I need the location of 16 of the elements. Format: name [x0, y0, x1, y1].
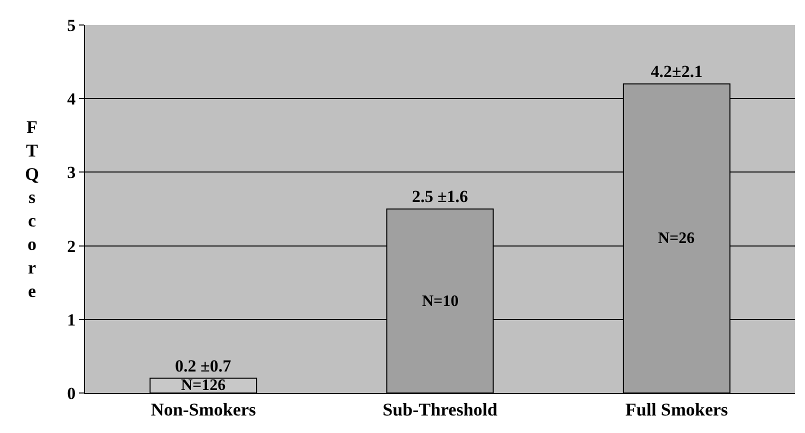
data-label: 4.2±2.1	[650, 62, 703, 81]
y-axis-title: FTQ score	[25, 117, 40, 301]
y-tick-label: 4	[67, 90, 76, 109]
y-tick-label: 2	[67, 236, 76, 256]
data-label: 2.5 ±1.6	[412, 187, 468, 206]
x-tick-label: Full Smokers	[625, 400, 728, 420]
y-tick-label: 0	[67, 384, 76, 403]
annotation: N=126	[181, 377, 226, 394]
annotation: N=26	[658, 230, 695, 247]
y-tick-label: 1	[67, 310, 76, 330]
data-label: 0.2 ±0.7	[175, 356, 232, 376]
annotation: N=10	[422, 293, 459, 310]
x-tick-label: Non-Smokers	[150, 400, 256, 420]
y-tick-label: 5	[67, 16, 76, 35]
x-tick-label: Sub-Threshold	[382, 400, 498, 420]
y-tick-label: 3	[67, 163, 76, 182]
